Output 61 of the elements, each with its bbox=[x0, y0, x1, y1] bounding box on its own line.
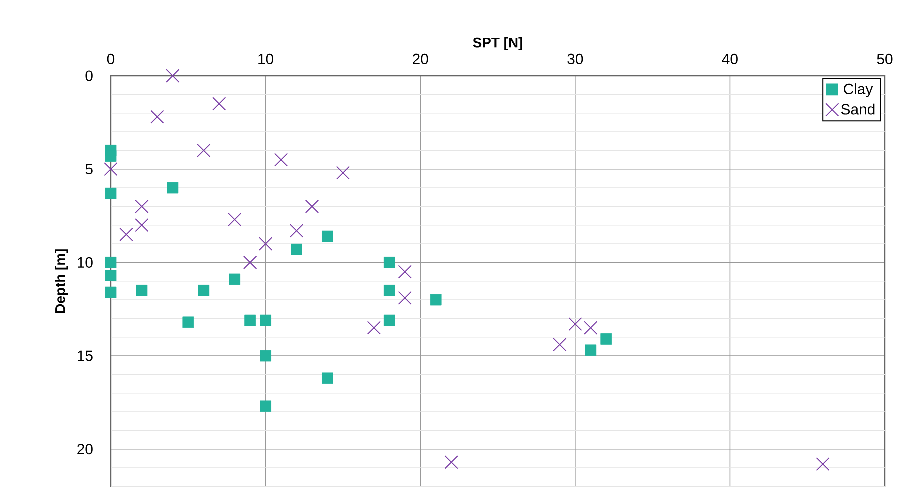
point bbox=[305, 200, 320, 214]
y-tick-label: 5 bbox=[86, 164, 93, 175]
y-tick-label: 15 bbox=[78, 350, 93, 362]
point bbox=[260, 314, 272, 326]
point bbox=[384, 285, 396, 296]
point bbox=[384, 314, 396, 326]
point bbox=[120, 228, 134, 242]
point bbox=[212, 97, 226, 111]
point bbox=[430, 294, 442, 306]
point bbox=[166, 69, 180, 83]
point bbox=[367, 321, 382, 335]
x-tick-label: 30 bbox=[568, 54, 584, 64]
point bbox=[260, 350, 272, 362]
point bbox=[398, 265, 412, 279]
point bbox=[384, 257, 396, 268]
point bbox=[243, 256, 258, 270]
point bbox=[336, 166, 350, 180]
point bbox=[260, 400, 272, 412]
point bbox=[398, 291, 412, 305]
point bbox=[197, 144, 211, 158]
point bbox=[105, 257, 117, 268]
point bbox=[105, 188, 117, 200]
point bbox=[244, 314, 256, 326]
y-tick-label: 10 bbox=[78, 257, 93, 268]
y-tick-label: 0 bbox=[86, 70, 93, 82]
point bbox=[136, 285, 148, 296]
point bbox=[444, 456, 458, 470]
point bbox=[104, 162, 118, 176]
x-tick-label: 0 bbox=[107, 54, 115, 64]
x-tick-label: 50 bbox=[877, 54, 893, 64]
y-tick-label: 20 bbox=[78, 444, 93, 455]
x-axis-title: SPT [N] bbox=[473, 37, 522, 50]
point bbox=[322, 230, 334, 242]
point bbox=[322, 372, 334, 384]
point bbox=[228, 212, 242, 227]
point bbox=[258, 237, 273, 251]
point bbox=[167, 182, 179, 194]
point bbox=[229, 274, 241, 286]
point bbox=[105, 270, 117, 282]
point bbox=[105, 150, 117, 162]
x-tick-label: 20 bbox=[413, 54, 428, 64]
point bbox=[585, 344, 597, 356]
point bbox=[135, 200, 149, 214]
point bbox=[291, 244, 302, 256]
point bbox=[105, 286, 117, 298]
x-tick-label: 10 bbox=[258, 54, 274, 64]
point bbox=[600, 334, 612, 345]
point bbox=[568, 317, 582, 332]
legend-label: Sand bbox=[841, 104, 875, 115]
x-tick-label: 40 bbox=[722, 54, 738, 64]
point bbox=[290, 224, 304, 238]
point bbox=[150, 110, 164, 124]
y-axis-title: Depth [m] bbox=[55, 250, 68, 313]
point bbox=[198, 285, 210, 296]
point bbox=[816, 457, 830, 472]
point bbox=[553, 338, 567, 352]
legend-label: Clay bbox=[844, 84, 874, 98]
point bbox=[182, 316, 194, 328]
point bbox=[274, 153, 288, 167]
point bbox=[135, 218, 149, 232]
point bbox=[584, 321, 598, 335]
